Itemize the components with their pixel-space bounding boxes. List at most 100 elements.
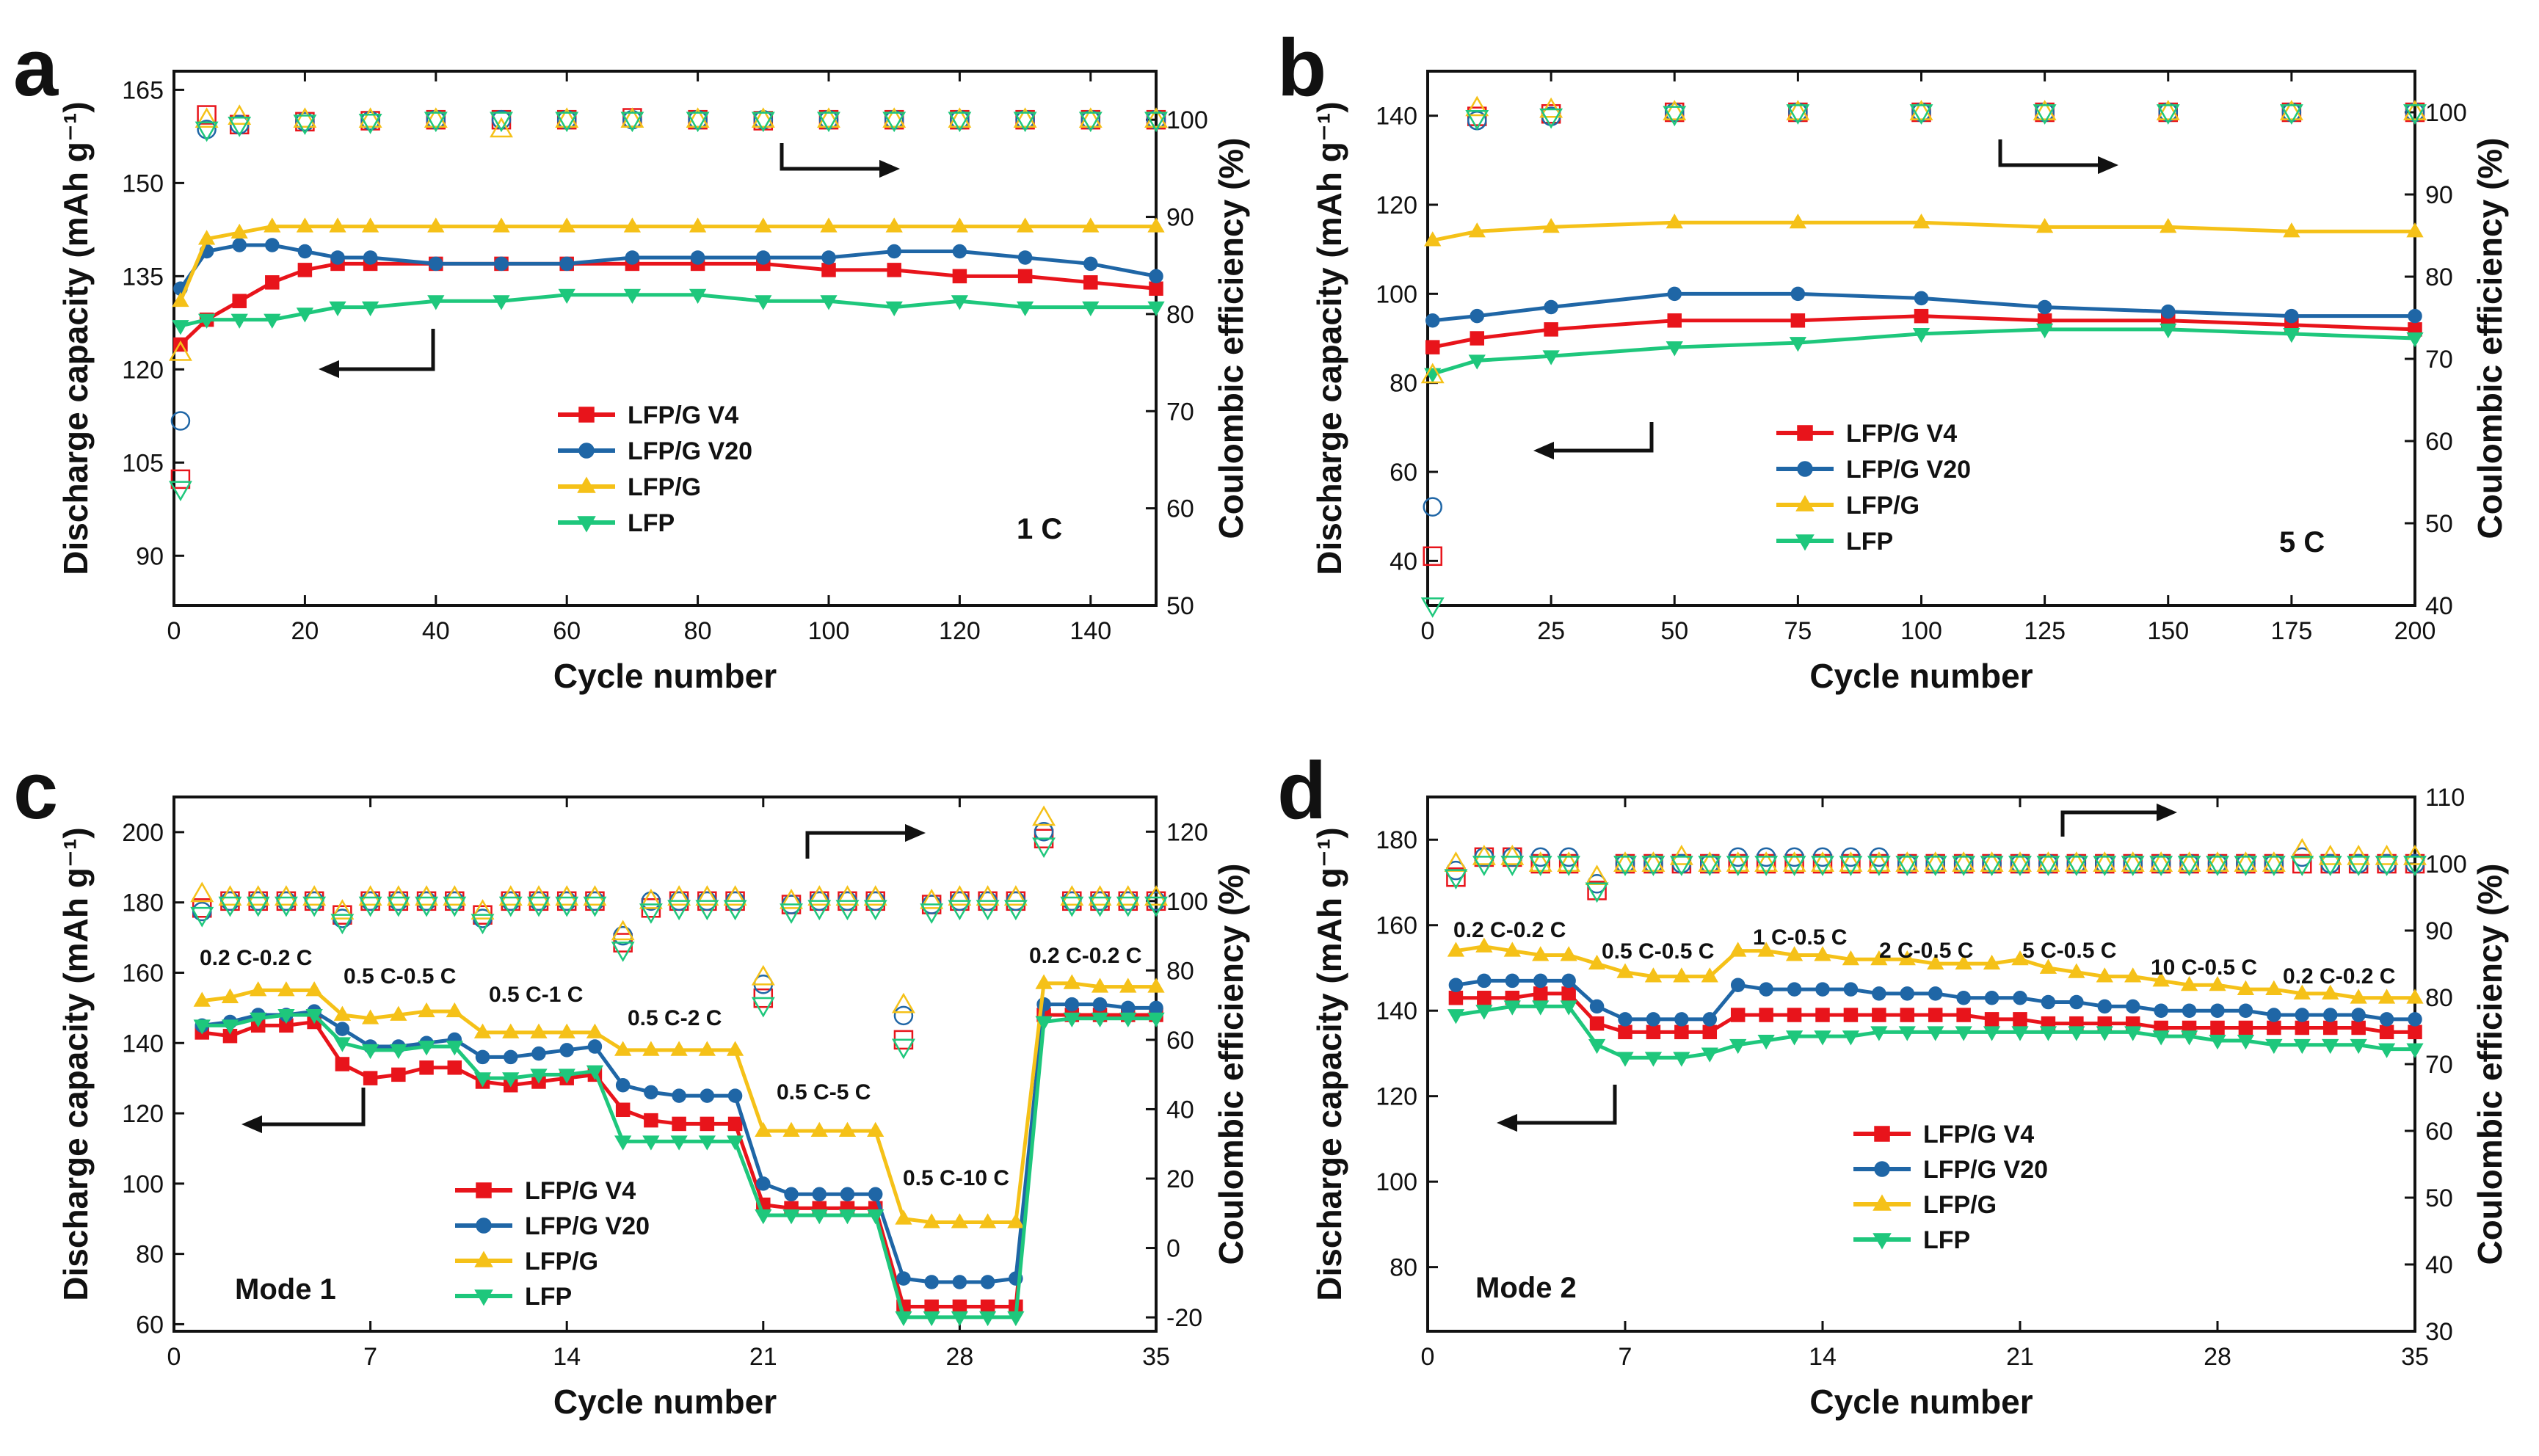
data-point	[1955, 954, 1972, 970]
data-point	[446, 1041, 463, 1056]
x-tick-label: 40	[422, 617, 450, 645]
axis-arrow-left-head	[241, 1115, 262, 1134]
data-point	[812, 1187, 827, 1201]
y-tick-label: 100	[1376, 280, 1417, 308]
data-point	[1667, 313, 1682, 328]
axis-arrow-left	[319, 329, 435, 379]
data-point-ce	[2036, 856, 2060, 876]
data-point	[784, 1187, 799, 1201]
data-point	[642, 1041, 660, 1056]
data-point-ce	[583, 885, 607, 906]
y-tick-label: 180	[122, 889, 164, 917]
data-point-ce	[1923, 856, 1947, 876]
data-point	[297, 263, 313, 277]
x-tick-label: 7	[1619, 1343, 1632, 1371]
data-point	[2209, 1035, 2226, 1050]
data-point	[755, 295, 772, 310]
y2-tick-label: 40	[2425, 592, 2453, 620]
data-point	[264, 313, 281, 329]
data-point	[1082, 217, 1100, 233]
data-point	[2350, 1038, 2367, 1055]
y-tick-label: 160	[1376, 912, 1417, 940]
data-point	[1016, 217, 1034, 233]
data-point-ce	[1641, 851, 1666, 872]
data-point-ce	[1698, 851, 1722, 872]
data-point-ce	[1539, 108, 1563, 129]
data-point-ce	[620, 112, 644, 133]
data-point-ce	[948, 107, 972, 128]
data-point-ce	[667, 885, 691, 906]
data-point	[361, 217, 379, 233]
series-lfp-g-ce	[190, 805, 1168, 1013]
data-point-ce	[1698, 856, 1722, 876]
data-point	[2210, 1020, 2225, 1035]
data-point	[530, 1069, 548, 1084]
data-point	[230, 313, 248, 329]
data-point	[250, 981, 267, 997]
data-point-ce	[195, 107, 219, 128]
legend-item-label: LFP/G V20	[1923, 1156, 2048, 1184]
data-point	[1091, 1012, 1109, 1028]
y2-tick-label: 90	[2425, 917, 2453, 945]
data-point	[700, 1088, 715, 1103]
legend-a: LFP/G V4 LFP/G V20 LFP/G LFP	[558, 401, 752, 537]
data-point-ce	[443, 896, 467, 917]
data-point-ce	[1144, 885, 1168, 906]
data-point	[2160, 323, 2177, 339]
data-point	[895, 1311, 912, 1327]
data-point	[1646, 1012, 1661, 1027]
x-tick-label: 28	[945, 1343, 973, 1371]
data-point-ce	[1078, 107, 1103, 128]
x-tick-label: 125	[2024, 617, 2066, 645]
data-point	[558, 217, 575, 233]
data-point	[980, 1275, 995, 1289]
data-point-ce	[2234, 856, 2258, 876]
x-axis-label: Cycle number	[1809, 657, 2033, 695]
data-point-ce	[1669, 844, 1693, 865]
data-point	[2160, 218, 2177, 233]
data-point-ce	[807, 900, 832, 921]
series-lfp-g	[193, 974, 1165, 1228]
data-point	[429, 256, 443, 272]
data-point	[586, 1023, 604, 1038]
data-point-ce	[891, 1038, 915, 1060]
data-point-ce	[1811, 856, 1834, 876]
y2-axis-label: Coulombic efficiency (%)	[1212, 864, 1250, 1265]
data-point	[1872, 1008, 1886, 1022]
legend-d: LFP/G V4 LFP/G V20 LFP/G LFP	[1853, 1121, 2048, 1254]
data-point-ce	[695, 885, 719, 906]
data-point	[419, 1060, 434, 1075]
data-point-ce	[2206, 851, 2229, 872]
data-point	[727, 1088, 743, 1103]
data-point	[1149, 1000, 1163, 1016]
data-point	[2210, 1003, 2225, 1018]
plot-frame-c	[172, 796, 1158, 1333]
data-point-ce	[976, 900, 1000, 921]
data-point	[558, 1069, 575, 1084]
data-point	[1983, 954, 2001, 970]
axis-arrow-right	[805, 823, 926, 859]
data-point	[2293, 1038, 2311, 1055]
axis-arrow-left	[241, 1088, 366, 1134]
data-point	[782, 1209, 800, 1225]
data-point	[2406, 989, 2424, 1004]
data-point	[1503, 942, 1521, 957]
data-point-ce	[471, 899, 495, 920]
legend-marker	[1873, 1194, 1892, 1211]
data-point-ce	[2375, 844, 2399, 865]
data-point-ce	[2403, 856, 2427, 876]
data-point-ce	[751, 964, 775, 986]
data-point	[615, 1102, 631, 1118]
data-point	[277, 1008, 295, 1024]
x-tick-label: 140	[1069, 617, 1111, 645]
y2-tick-label: 80	[2425, 263, 2453, 291]
y2-tick-label: 120	[1166, 818, 1208, 846]
data-point	[1729, 1038, 1747, 1055]
data-point-ce	[498, 896, 523, 917]
data-point-ce	[585, 891, 605, 911]
data-point-ce	[424, 107, 448, 128]
data-point-ce	[2206, 856, 2229, 876]
data-point	[559, 1043, 574, 1058]
data-point-ce	[686, 112, 710, 133]
data-point	[1928, 986, 1943, 1001]
